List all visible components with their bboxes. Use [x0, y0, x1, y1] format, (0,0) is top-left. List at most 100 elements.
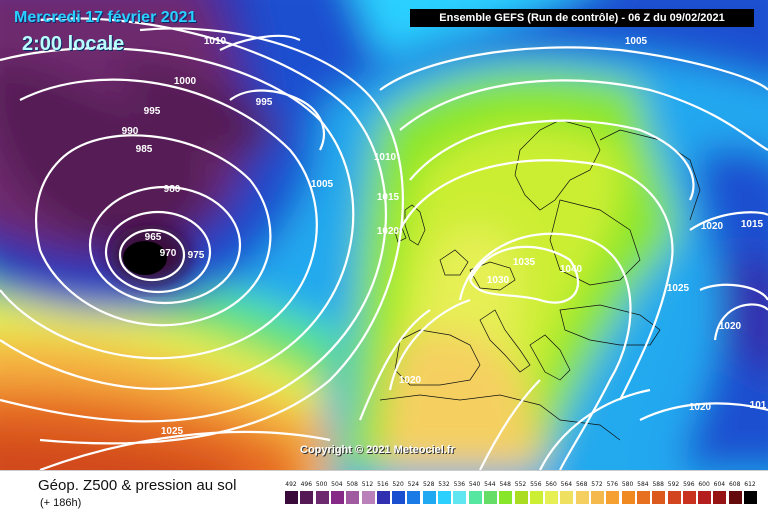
- run-info: Ensemble GEFS (Run de contrôle) - 06 Z d…: [410, 9, 754, 27]
- scale-swatch: [620, 490, 636, 505]
- isobar-label: 1005: [311, 179, 334, 190]
- scale-swatch: [391, 490, 407, 505]
- isobar-label: 1020: [719, 321, 742, 332]
- scale-tick-label: 528: [422, 481, 435, 488]
- scale-swatch: [712, 490, 728, 505]
- copyright: Copyright © 2021 Meteociel.fr: [300, 444, 455, 456]
- weather-map: 1010 1000 995 995 990 985 980 965 970 975 1005 1010…: [0, 0, 768, 470]
- isobar-label: 985: [136, 144, 153, 155]
- scale-swatch: [452, 490, 468, 505]
- scale-tick-label: 508: [346, 481, 358, 488]
- scale-swatch: [666, 490, 682, 505]
- scale-tick-label: 544: [484, 481, 496, 488]
- isobar-label: 995: [256, 97, 273, 108]
- color-scale: 492 496 500 504 508 512 516 520 524 528 532 536 540 5…: [284, 479, 758, 509]
- isobar-label: 965: [145, 232, 162, 243]
- scale-swatch: [482, 490, 498, 505]
- scale-swatch: [421, 490, 437, 505]
- isobar-label: 101: [750, 400, 767, 411]
- isobar-label: 1010: [374, 152, 397, 163]
- scale-swatch: [513, 490, 529, 505]
- scale-swatch: [697, 490, 713, 505]
- isobar-label: 975: [188, 250, 205, 261]
- isobar-label: 1030: [487, 275, 510, 286]
- scale-swatch: [590, 490, 605, 505]
- scale-tick-label: 536: [453, 481, 466, 488]
- scale-tick-label: 496: [300, 481, 313, 488]
- isobar-label: 1040: [560, 264, 583, 275]
- scale-swatch: [406, 490, 422, 505]
- scale-tick-label: 524: [407, 481, 420, 488]
- scale-swatch: [559, 490, 575, 505]
- scale-swatch: [498, 490, 514, 505]
- scale-tick-label: 580: [621, 481, 634, 488]
- scale-swatch: [681, 490, 697, 505]
- scale-swatch: [314, 490, 330, 505]
- isobar-label: 990: [122, 126, 139, 137]
- isobar-label: 1035: [513, 257, 536, 268]
- scale-swatch: [284, 490, 299, 505]
- scale-tick-label: 584: [637, 481, 649, 488]
- scale-tick-label: 572: [591, 481, 603, 488]
- scale-tick-label: 600: [698, 481, 710, 488]
- forecast-hour: (+ 186h): [40, 497, 82, 509]
- scale-swatch: [329, 490, 345, 505]
- scale-tick-label: 604: [713, 481, 726, 488]
- legend-bar: Géop. Z500 & pression au sol (+ 186h) 49…: [0, 470, 768, 513]
- isobar-label: 1010: [204, 36, 227, 47]
- isobar-label: 1015: [741, 219, 764, 230]
- scale-tick-label: 512: [361, 481, 374, 488]
- isobar-labels: 1010 1000 995 995 990 985 980 965 970 975 1005 1010…: [122, 36, 767, 437]
- scale-swatch: [544, 490, 560, 505]
- scale-tick-label: 564: [560, 481, 573, 488]
- isobar-label: 1020: [399, 375, 422, 386]
- scale-tick-label: 504: [331, 481, 343, 488]
- valid-date: Mercredi 17 février 2021: [14, 9, 197, 26]
- scale-tick-label: 612: [744, 481, 756, 488]
- scale-swatch: [375, 490, 391, 505]
- scale-tick-label: 596: [683, 481, 695, 488]
- isobar-label: 1015: [377, 192, 400, 203]
- isobar-label: 1025: [667, 283, 690, 294]
- valid-time: 2:00 locale: [22, 33, 125, 55]
- scale-tick-label: 500: [315, 481, 328, 488]
- isobar-label: 1000: [174, 76, 197, 87]
- isobar-label: 970: [160, 248, 177, 259]
- isobar-label: 1020: [377, 226, 400, 237]
- scale-swatch: [437, 490, 452, 505]
- scale-tick-label: 560: [545, 481, 557, 488]
- scale-swatch: [743, 490, 758, 505]
- isobar-label: 980: [164, 184, 181, 195]
- geopotential-chart: 1010 1000 995 995 990 985 980 965 970 975 1005 1010…: [0, 0, 768, 470]
- scale-tick-label: 520: [392, 481, 404, 488]
- scale-swatch: [727, 490, 743, 505]
- isobar-label: 1005: [625, 36, 648, 47]
- scale-tick-label: 552: [514, 481, 527, 488]
- scale-tick-label: 556: [530, 481, 542, 488]
- coastlines: [379, 119, 701, 441]
- isobar-label: 1025: [161, 426, 184, 437]
- scale-tick-label: 608: [728, 481, 741, 488]
- scale-swatch: [345, 490, 361, 505]
- scale-tick-label: 588: [652, 481, 664, 488]
- scale-swatch: [360, 490, 376, 505]
- scale-swatch: [299, 490, 315, 505]
- scale-swatch: [635, 490, 651, 505]
- scale-tick-label: 548: [499, 481, 511, 488]
- scale-tick-label: 568: [575, 481, 588, 488]
- isobar-label: 1020: [689, 402, 712, 413]
- scale-tick-label: 540: [468, 481, 481, 488]
- isobar-label: 1020: [701, 221, 724, 232]
- scale-tick-label: 532: [438, 481, 450, 488]
- scale-swatch: [651, 490, 667, 505]
- scale-swatch: [528, 490, 544, 505]
- low-center-black: [123, 241, 167, 275]
- scale-tick-label: 576: [606, 481, 619, 488]
- scale-swatch: [605, 490, 621, 505]
- scale-swatch: [574, 490, 590, 505]
- scale-tick-label: 516: [377, 481, 389, 488]
- chart-title: Géop. Z500 & pression au sol: [38, 477, 237, 494]
- scale-swatch: [467, 490, 483, 505]
- isobar-label: 995: [144, 106, 161, 117]
